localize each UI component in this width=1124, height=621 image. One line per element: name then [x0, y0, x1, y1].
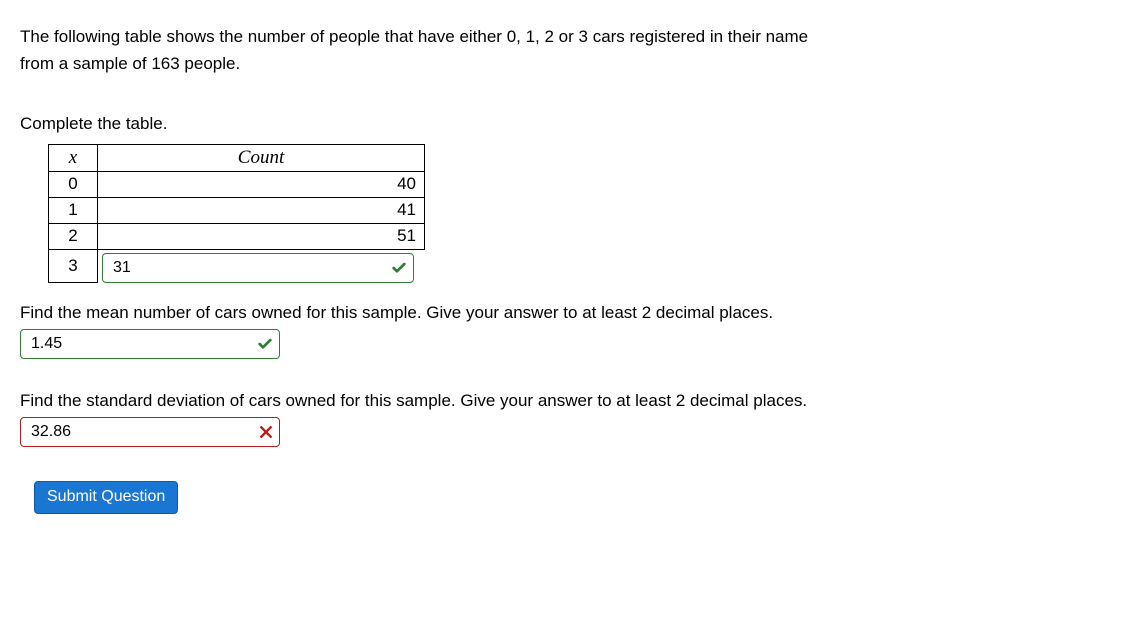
sd-question-text: Find the standard deviation of cars owne… — [20, 391, 1104, 411]
cell-x: 3 — [49, 249, 98, 283]
mean-input[interactable] — [29, 334, 251, 354]
table-input-row: 3 — [49, 249, 425, 283]
count-answer-box — [102, 253, 414, 283]
cross-icon — [259, 425, 273, 439]
table-row: 0 40 — [49, 171, 425, 197]
cell-count: 51 — [98, 223, 425, 249]
cell-x: 0 — [49, 171, 98, 197]
mean-answer-box — [20, 329, 280, 359]
sd-answer-box — [20, 417, 280, 447]
table-header-x: x — [49, 144, 98, 171]
count-input[interactable] — [111, 258, 385, 278]
table-row: 2 51 — [49, 223, 425, 249]
instruction-text: Complete the table. — [20, 114, 1104, 134]
intro-line-1: The following table shows the number of … — [20, 26, 1104, 49]
frequency-table: x Count 0 40 1 41 2 51 3 — [48, 144, 425, 284]
submit-button[interactable]: Submit Question — [34, 481, 178, 514]
intro-line-2: from a sample of 163 people. — [20, 53, 1104, 76]
table-row: 1 41 — [49, 197, 425, 223]
cell-x: 1 — [49, 197, 98, 223]
cell-count: 40 — [98, 171, 425, 197]
cell-x: 2 — [49, 223, 98, 249]
table-header-count: Count — [98, 144, 425, 171]
mean-question-text: Find the mean number of cars owned for t… — [20, 303, 1104, 323]
check-icon — [391, 260, 407, 276]
check-icon — [257, 336, 273, 352]
cell-count: 41 — [98, 197, 425, 223]
sd-input[interactable] — [29, 422, 251, 442]
